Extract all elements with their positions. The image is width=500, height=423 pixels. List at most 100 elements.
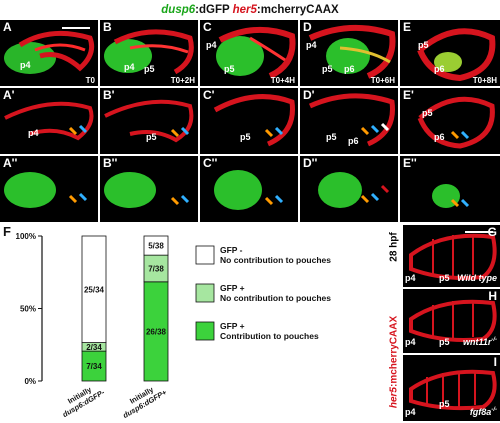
panel-label-e: E xyxy=(403,20,412,34)
bar-data-label: 26/38 xyxy=(146,327,167,336)
title-gene-red: her5 xyxy=(232,4,257,16)
panel-h: H p4 p5 wnt11r-/- xyxy=(403,289,500,353)
genotype-label-i: fgf8a-/- xyxy=(470,407,497,417)
micrograph-a-double-prime xyxy=(4,172,88,208)
y-tick-label: 50% xyxy=(20,305,36,314)
bar-segment xyxy=(81,350,107,382)
tag-p5: p5 xyxy=(240,132,251,142)
title-green-suffix: :dGFP xyxy=(195,4,233,16)
micrograph-b-double-prime xyxy=(104,172,190,208)
x-tick-label: Initiallydusp6:dGFP- xyxy=(56,380,106,419)
micrograph-c-double-prime xyxy=(214,170,284,210)
bar-data-label: 2/34 xyxy=(86,343,102,352)
micrograph-a-prime xyxy=(4,101,94,141)
figure-title: dusp6:dGFP her5:mcherryCAAX xyxy=(0,0,500,20)
panel-a-double-prime: A'' xyxy=(0,156,98,222)
side-label-reporter: :mcherryCAAX xyxy=(388,316,400,388)
time-label-e: T0+8H xyxy=(472,76,497,85)
genotype-sup-h: -/- xyxy=(491,337,497,343)
time-label-d: T0+6H xyxy=(370,76,395,85)
genotype-sup-i: -/- xyxy=(491,407,497,413)
genotype-name-h: wnt11r xyxy=(462,337,492,347)
panel-label-c-prime: C' xyxy=(203,88,215,102)
micrograph-d xyxy=(308,24,396,79)
panel-c: C p4 p5 T0+4H xyxy=(200,20,298,86)
panel-i: I p4 p5 fgf8a-/- xyxy=(403,355,500,421)
stage-label: 28 hpf xyxy=(388,231,400,262)
micrograph-h xyxy=(409,299,497,342)
bar-data-label: 5/38 xyxy=(148,242,164,251)
legend-label-line2: Contribution to pouches xyxy=(220,331,319,341)
stacked-bar-chart: F 0% 50% 100% 7/34 2/34 25/34 26/38 7/38 5/38 Ini… xyxy=(3,224,331,420)
micrograph-b-prime xyxy=(104,99,194,143)
panel-label-e-double-prime: E'' xyxy=(403,156,417,170)
tag-p4: p4 xyxy=(28,128,39,138)
panel-label-h: H xyxy=(488,289,497,303)
panel-label-b-double-prime: B'' xyxy=(103,156,118,170)
micrograph-g xyxy=(409,233,497,280)
tag-p4: p4 xyxy=(206,40,217,50)
panel-label-a-prime: A' xyxy=(3,88,15,102)
bar-segment xyxy=(143,235,169,256)
tag-p4: p4 xyxy=(20,60,31,70)
bar-data-label: 25/34 xyxy=(84,285,105,294)
tag-p5: p5 xyxy=(439,337,450,347)
micrograph-i xyxy=(409,369,497,411)
tag-p6: p6 xyxy=(348,136,359,146)
panel-label-a: A xyxy=(3,20,12,34)
tag-p5: p5 xyxy=(422,108,433,118)
micrograph-a xyxy=(4,30,95,74)
side-label-text: her5:mcherryCAAX xyxy=(389,316,400,408)
tag-p5: p5 xyxy=(326,132,337,142)
scale-bar xyxy=(465,231,493,233)
tag-p6: p6 xyxy=(434,64,445,74)
tag-p5: p5 xyxy=(146,132,157,142)
bar-segment xyxy=(81,235,107,343)
tag-p4: p4 xyxy=(306,40,317,50)
time-label-a: T0 xyxy=(85,76,95,85)
tag-p4: p4 xyxy=(405,407,416,417)
bar-data-label: 7/38 xyxy=(148,264,164,273)
panel-b-double-prime: B'' xyxy=(100,156,198,222)
micrograph-e-double-prime xyxy=(432,184,470,208)
tag-p5: p5 xyxy=(439,273,450,283)
panel-label-c: C xyxy=(203,20,212,34)
bar-segment xyxy=(143,281,169,382)
micrograph-d-prime xyxy=(308,93,395,147)
panel-label-b: B xyxy=(103,20,112,34)
tag-p5: p5 xyxy=(144,64,155,74)
micrograph-c xyxy=(216,26,296,79)
side-label-gene: her5 xyxy=(388,387,400,409)
panel-a: A p4 T0 xyxy=(0,20,98,86)
x-tick-label: Initiallydusp6:dGFP+ xyxy=(117,380,169,420)
time-label-c: T0+4H xyxy=(270,76,295,85)
micrograph-e-prime xyxy=(417,96,495,149)
bar-data-label: 7/34 xyxy=(86,362,102,371)
title-gene-green: dusp6 xyxy=(161,4,196,16)
tag-p5: p5 xyxy=(322,64,333,74)
panel-b-prime: B' p5 xyxy=(100,88,198,154)
title-red-suffix: :mcherryCAAX xyxy=(256,4,339,16)
panel-e-double-prime: E'' xyxy=(400,156,500,222)
legend-label-line2: No contribution to pouches xyxy=(220,293,331,303)
panel-label-d: D xyxy=(303,20,312,34)
panel-label-d-prime: D' xyxy=(303,88,315,102)
tag-p4: p4 xyxy=(405,273,416,283)
panel-label-f: F xyxy=(3,224,11,239)
panel-label-e-prime: E' xyxy=(403,88,414,102)
panel-c-prime: C' p5 xyxy=(200,88,298,154)
panel-label-a-double-prime: A'' xyxy=(3,156,18,170)
y-tick-label: 0% xyxy=(24,377,36,386)
panel-d: D p4 p5 p6 T0+6H xyxy=(300,20,398,86)
side-label: her5:mcherryCAAX 28 hpf xyxy=(386,225,402,421)
time-label-b: T0+2H xyxy=(170,76,195,85)
legend-label: GFP -No contribution to pouches xyxy=(220,245,331,265)
panel-b: B p4 p5 T0+2H xyxy=(100,20,198,86)
micrograph-d-double-prime xyxy=(318,172,390,208)
genotype-label-g: Wild type xyxy=(457,273,497,283)
scale-bar xyxy=(62,27,90,29)
legend-swatch xyxy=(195,283,215,303)
panel-c-double-prime: C'' xyxy=(200,156,298,222)
legend-label: GFP + No contribution to pouches xyxy=(220,283,331,303)
y-tick-label: 100% xyxy=(16,232,36,241)
